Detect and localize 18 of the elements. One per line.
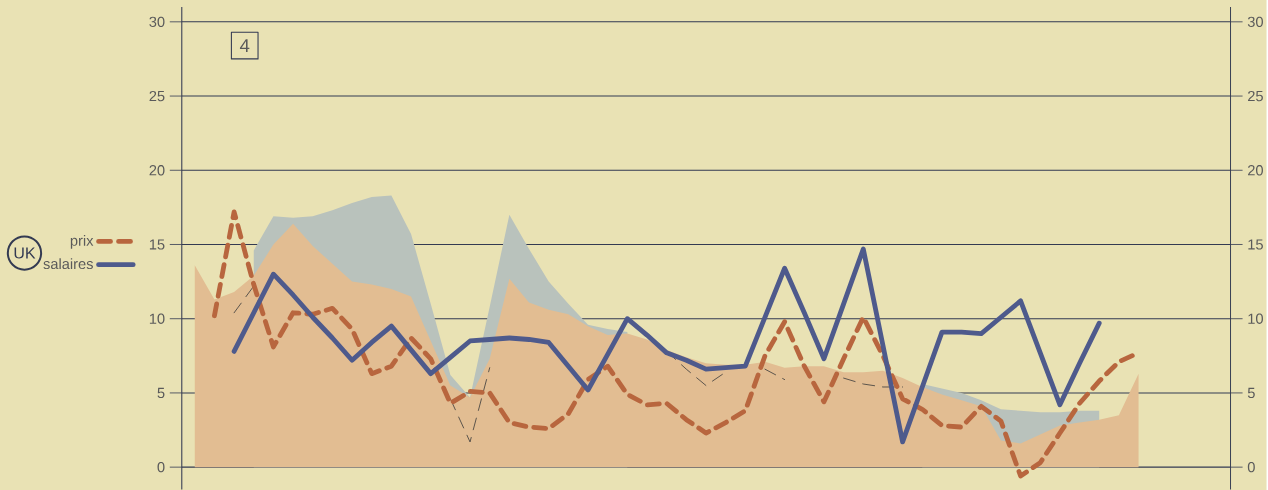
legend-label: salaires: [43, 258, 93, 269]
y-tick-label: 0: [157, 461, 165, 473]
y-tick-label: 25: [149, 90, 165, 102]
legend-label: prix: [70, 234, 94, 249]
y-tick-label: 10: [149, 313, 165, 324]
y-tick-label: 15: [149, 239, 165, 250]
y2-tick-label: 30: [1247, 16, 1263, 27]
y2-tick-label: 5: [1247, 387, 1255, 398]
y-tick-label: 5: [157, 387, 165, 398]
legend-title: UK: [14, 247, 36, 259]
y2-tick-label: 0: [1247, 461, 1255, 473]
annotation: 4: [239, 38, 250, 52]
y-tick-label: 20: [149, 164, 165, 176]
y-tick-label: 30: [149, 16, 165, 27]
y2-tick-label: 20: [1248, 164, 1263, 176]
y2-tick-label: 10: [1248, 313, 1263, 324]
y2-tick-label: 15: [1248, 239, 1263, 250]
y2-tick-label: 25: [1248, 90, 1263, 102]
